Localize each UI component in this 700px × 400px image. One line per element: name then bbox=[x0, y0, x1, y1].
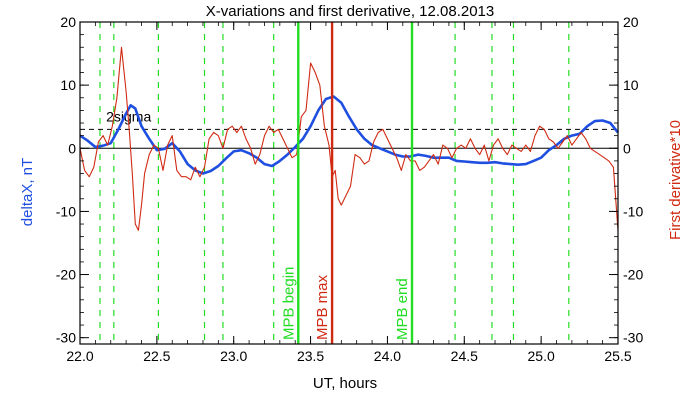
axis-layer: 22.0 22.5 23.0 23.5 24.0 24.5 25.0 25.5 20 20 10 10… bbox=[56, 14, 644, 364]
x-tick-label: 24.0 bbox=[374, 348, 401, 364]
plot-frame bbox=[79, 21, 619, 345]
x-tick-label: 25.5 bbox=[604, 348, 631, 364]
x-tick-label: 23.5 bbox=[297, 348, 324, 364]
deltaX-line bbox=[79, 95, 620, 175]
mpb-marker-label: MPB max bbox=[314, 274, 331, 340]
y-tick-label-left: -30 bbox=[56, 330, 76, 346]
y-tick-label-right: -10 bbox=[623, 203, 643, 219]
y-tick-label-left: -20 bbox=[56, 267, 76, 283]
y-tick-label-right: -20 bbox=[623, 267, 643, 283]
y-tick-label-right: 0 bbox=[623, 140, 631, 156]
x-tick-label: 22.5 bbox=[143, 348, 170, 364]
y-tick-label-left: 20 bbox=[60, 14, 76, 30]
y-tick-label-left: 0 bbox=[68, 140, 76, 156]
x-tick-label: 25.0 bbox=[528, 348, 555, 364]
y-tick-label-right: 20 bbox=[623, 14, 639, 30]
chart-title: X-variations and first derivative, 12.08… bbox=[206, 3, 495, 20]
series-layer bbox=[79, 46, 620, 231]
x-tick-label: 22.0 bbox=[66, 348, 93, 364]
grid-layer: 2sigma bbox=[80, 22, 618, 344]
y-tick-label-left: 10 bbox=[60, 77, 76, 93]
y-tick-label-right: -30 bbox=[623, 330, 643, 346]
derivative-line bbox=[79, 46, 619, 231]
mpb-marker-label: MPB begin bbox=[280, 267, 297, 340]
y-tick-label-left: -10 bbox=[56, 203, 76, 219]
y-axis-label-left: deltaX, nT bbox=[19, 158, 36, 226]
marker-layer: MPB begin MPB max MPB end bbox=[280, 22, 414, 344]
x-axis-label: UT, hours bbox=[313, 375, 377, 392]
y-tick-label-right: 10 bbox=[623, 77, 639, 93]
mpb-marker-label: MPB end bbox=[394, 278, 411, 340]
x-tick-label: 23.0 bbox=[220, 348, 247, 364]
x-tick-label: 24.5 bbox=[451, 348, 478, 364]
y-axis-label-right: First derivative*10 bbox=[667, 120, 684, 240]
